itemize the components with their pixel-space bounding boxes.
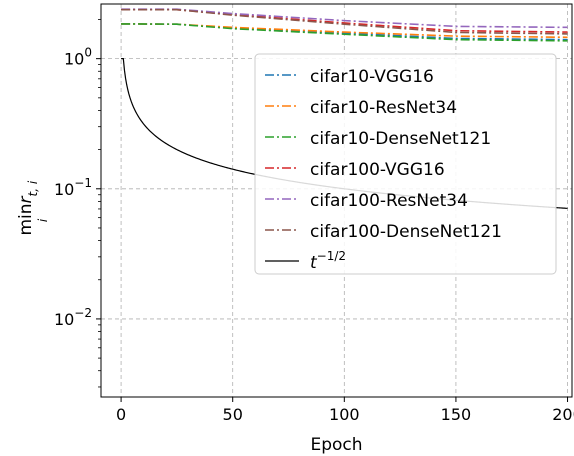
svg-text:minrt, i: minrt, i	[16, 180, 40, 235]
legend-label: cifar10-VGG16	[310, 67, 434, 87]
y-label-index: t, i	[26, 180, 40, 196]
legend-label: cifar100-VGG16	[310, 160, 445, 180]
legend-label: cifar10-DenseNet121	[310, 129, 491, 149]
y-label-var: r	[16, 195, 36, 203]
legend-label: cifar10-ResNet34	[310, 98, 457, 118]
y-axis-label: minrt, i i	[16, 180, 50, 235]
plot-frame	[100, 3, 573, 398]
x-axis-label: Epoch	[310, 435, 362, 455]
axis-ticks: 0 50 100 150 200 100 10−1 10−2	[54, 19, 574, 424]
y-tick-label: 10−2	[54, 306, 92, 329]
y-tick-label: 100	[64, 46, 92, 69]
x-tick-label: 100	[329, 405, 360, 424]
series-line-2	[121, 23, 568, 42]
legend-label: cifar100-DenseNet121	[310, 222, 502, 242]
legend: cifar10-VGG16 cifar10-ResNet34 cifar10-Den…	[254, 53, 557, 275]
x-tick-label: 150	[441, 405, 472, 424]
legend-label: cifar100-ResNet34	[310, 191, 468, 211]
x-tick-label: 200	[552, 405, 574, 424]
x-tick-label: 50	[223, 405, 243, 424]
y-tick-label: 10−1	[54, 176, 92, 199]
series-line-5	[121, 8, 568, 35]
y-label-main: min	[16, 203, 36, 235]
legend-box	[254, 53, 557, 275]
x-tick-label: 0	[116, 405, 126, 424]
y-label-sub: i	[36, 218, 50, 222]
legend-label: t−1/2	[310, 249, 346, 273]
